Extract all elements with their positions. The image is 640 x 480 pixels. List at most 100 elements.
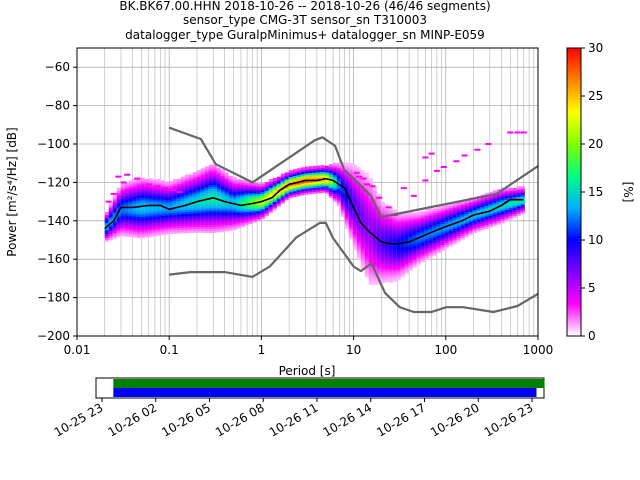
density-cell — [412, 245, 417, 249]
density-cell — [236, 187, 241, 191]
density-cell — [508, 212, 513, 216]
density-cell — [384, 256, 389, 260]
density-cell — [420, 238, 425, 242]
density-cell — [384, 258, 389, 262]
density-cell — [428, 248, 433, 252]
density-cell — [348, 191, 353, 195]
density-cell — [148, 214, 153, 218]
density-cell — [380, 224, 385, 228]
density-cell — [236, 181, 241, 185]
density-cell — [232, 192, 237, 196]
density-cell — [388, 272, 393, 276]
density-cell — [228, 220, 233, 224]
density-cell — [292, 188, 297, 192]
density-cell — [216, 206, 221, 210]
density-cell — [240, 208, 245, 212]
density-cell — [384, 238, 389, 242]
density-cell — [188, 218, 193, 222]
density-cell — [472, 208, 477, 212]
density-cell — [436, 240, 441, 244]
density-cell — [476, 217, 481, 221]
density-cell — [428, 239, 433, 243]
density-cell — [444, 218, 449, 222]
density-cell — [204, 185, 209, 189]
density-cell — [408, 252, 413, 256]
density-cell — [368, 228, 373, 232]
density-cell — [240, 216, 245, 220]
density-cell — [200, 227, 205, 231]
density-cell — [504, 193, 509, 197]
density-cell — [224, 209, 229, 213]
density-cell — [484, 218, 489, 222]
density-cell — [260, 198, 265, 202]
density-cell — [180, 207, 185, 211]
density-cell — [372, 222, 377, 226]
density-cell — [412, 254, 417, 258]
density-cell — [220, 226, 225, 230]
density-cell — [292, 176, 297, 180]
density-cell — [316, 173, 321, 177]
density-cell — [400, 233, 405, 237]
density-cell — [440, 205, 445, 209]
density-cell — [492, 221, 497, 225]
density-cell — [376, 230, 381, 234]
density-cell — [464, 234, 469, 238]
density-cell — [224, 226, 229, 230]
density-cell — [184, 207, 189, 211]
density-cell — [104, 236, 109, 240]
density-cell — [132, 207, 137, 211]
density-cell — [488, 216, 493, 220]
density-cell — [228, 198, 233, 202]
density-cell — [328, 191, 333, 195]
density-cell — [152, 233, 157, 237]
density-cell — [320, 165, 325, 169]
density-cell — [156, 188, 161, 192]
density-cell — [232, 219, 237, 223]
density-cell — [364, 176, 369, 180]
density-cell — [220, 201, 225, 205]
density-cell — [220, 211, 225, 215]
density-cell — [464, 228, 469, 232]
density-cell — [360, 179, 365, 183]
density-cell — [404, 257, 409, 261]
density-cell — [364, 205, 369, 209]
density-cell — [176, 184, 181, 188]
density-cell — [472, 222, 477, 226]
density-cell — [372, 189, 377, 193]
density-cell — [516, 195, 521, 199]
density-cell — [216, 181, 221, 185]
density-cell — [384, 279, 389, 283]
density-cell — [400, 227, 405, 231]
density-cell — [124, 183, 129, 187]
density-cell — [508, 199, 513, 203]
density-cell — [136, 214, 141, 218]
density-cell — [104, 223, 109, 227]
density-cell — [300, 169, 305, 173]
density-cell — [132, 225, 137, 229]
density-cell — [224, 180, 229, 184]
density-cell — [180, 213, 185, 217]
density-cell — [348, 172, 353, 176]
density-cell — [484, 220, 489, 224]
density-cell — [416, 261, 421, 265]
density-cell — [388, 276, 393, 280]
density-cell — [356, 242, 361, 246]
density-cell — [392, 251, 397, 255]
density-cell — [368, 254, 373, 258]
density-cell — [112, 199, 117, 203]
density-cell — [500, 214, 505, 218]
density-cell — [160, 184, 165, 188]
density-cell — [452, 237, 457, 241]
density-cell — [380, 268, 385, 272]
density-cell — [480, 213, 485, 217]
density-cell — [400, 220, 405, 224]
density-cell — [188, 180, 193, 184]
density-cell — [152, 212, 157, 216]
density-cell — [404, 224, 409, 228]
density-cell — [368, 233, 373, 237]
density-cell — [432, 244, 437, 248]
density-cell — [184, 195, 189, 199]
density-cell — [348, 230, 353, 234]
density-cell — [404, 228, 409, 232]
density-cell — [120, 214, 125, 218]
